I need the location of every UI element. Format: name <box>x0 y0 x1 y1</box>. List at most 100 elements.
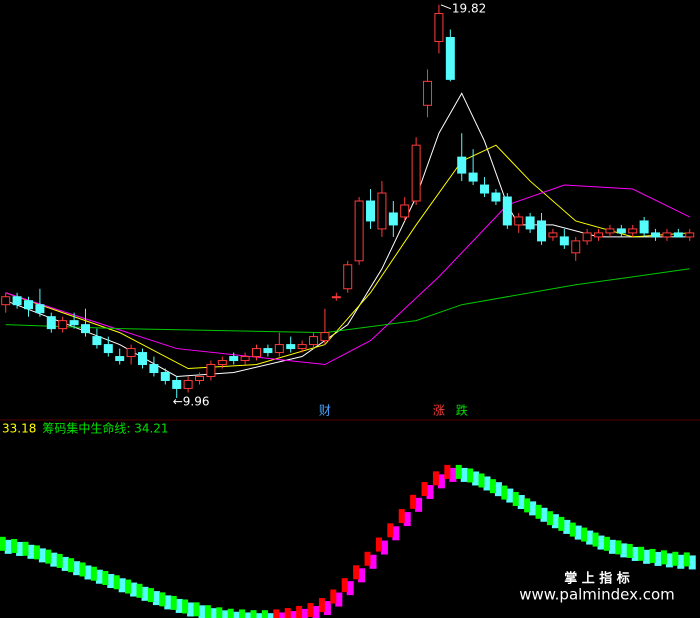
candle-body <box>149 364 159 373</box>
histogram-bar-back <box>460 467 468 482</box>
histogram-bar <box>455 464 462 479</box>
histogram-bar <box>660 550 667 565</box>
candle-body <box>457 156 467 174</box>
histogram-bar-back <box>665 553 673 568</box>
histogram-bar <box>147 588 154 603</box>
histogram-bar-back <box>73 561 81 576</box>
candle-body <box>639 220 649 234</box>
candle-body <box>434 13 444 42</box>
candle-body <box>605 228 615 234</box>
histogram-bar-back <box>221 610 229 618</box>
histogram-bar-back <box>38 548 46 563</box>
histogram-bar <box>261 610 268 618</box>
histogram-bar <box>296 605 303 618</box>
histogram-bar <box>375 537 382 552</box>
histogram-bar-back <box>392 526 400 541</box>
histogram-bar-back <box>27 544 35 559</box>
histogram-bar-back <box>141 586 149 601</box>
histogram-bar <box>318 598 325 613</box>
histogram-bar-back <box>529 501 537 516</box>
histogram-bar-back <box>255 613 263 618</box>
candle-body <box>388 212 398 226</box>
histogram-bar <box>273 609 280 618</box>
watermark-url: www.palmindex.com <box>519 586 675 604</box>
histogram-bar <box>159 592 166 607</box>
histogram-bar-back <box>643 549 651 564</box>
event-marker: 财 <box>319 404 331 418</box>
histogram-bar <box>387 523 394 538</box>
histogram-bar-back <box>437 474 445 489</box>
candle-body <box>126 348 136 358</box>
histogram-bar-back <box>506 488 514 503</box>
candle-body <box>12 296 22 306</box>
histogram-bar <box>615 540 622 555</box>
histogram-bar <box>501 485 508 500</box>
ma-line <box>5 144 690 370</box>
histogram-bar <box>683 552 690 567</box>
candle-body <box>274 344 284 354</box>
histogram-bar <box>170 595 177 610</box>
histogram-bar-back <box>198 605 206 618</box>
histogram-bar <box>444 464 451 479</box>
histogram-bar-back <box>266 613 274 618</box>
histogram-bar-back <box>608 539 616 554</box>
candle-body <box>81 324 91 334</box>
histogram-bar <box>11 538 18 553</box>
histogram-bar-back <box>574 525 582 540</box>
candle-body <box>35 304 45 314</box>
histogram-bar-back <box>118 578 126 593</box>
histogram-bar <box>649 548 656 563</box>
candle-body <box>343 264 353 290</box>
histogram-bar <box>432 471 439 486</box>
candle-body <box>1 296 11 306</box>
candle-body <box>217 360 227 366</box>
histogram-bar-back <box>620 543 628 558</box>
candle-body <box>559 236 569 246</box>
candle-body <box>423 80 433 106</box>
candle-body <box>651 232 661 238</box>
histogram-bar-back <box>403 512 411 527</box>
histogram-bar <box>113 575 120 590</box>
candle-body <box>252 348 262 358</box>
histogram-bar-back <box>358 568 366 583</box>
histogram-bar-back <box>107 574 115 589</box>
histogram-bar <box>330 589 337 604</box>
candle-body <box>138 352 148 366</box>
candle-body <box>115 356 125 362</box>
histogram-bar-back <box>415 497 423 512</box>
annotation-label: 19.82 <box>452 1 486 15</box>
histogram-bar-back <box>494 482 502 497</box>
histogram-bar-back <box>449 467 457 482</box>
histogram-bar <box>239 609 246 618</box>
histogram-bar <box>68 558 75 573</box>
histogram-bar-back <box>152 591 160 606</box>
histogram-bar <box>90 566 97 581</box>
watermark-title: 掌 上 指 标 <box>564 571 630 587</box>
histogram-bar <box>467 468 474 483</box>
candle-body <box>297 344 307 350</box>
histogram-bar-back <box>244 612 252 618</box>
histogram-bar-back <box>563 519 571 534</box>
histogram-bar-back <box>426 485 434 500</box>
candle-body <box>480 184 490 194</box>
candle-body <box>240 356 250 362</box>
histogram-bar-back <box>517 494 525 509</box>
candle-body <box>229 356 239 362</box>
histogram-bar-back <box>84 565 92 580</box>
histogram-bar <box>489 479 496 494</box>
candle-body <box>491 192 501 202</box>
candle-body <box>331 296 341 299</box>
histogram-bar-back <box>631 546 639 561</box>
histogram-bar-back <box>301 608 309 618</box>
histogram-bar <box>626 543 633 558</box>
histogram-bar-back <box>209 608 217 618</box>
candle-body <box>537 220 547 242</box>
histogram-bar <box>569 522 576 537</box>
histogram-bar <box>250 610 257 618</box>
candle-body <box>400 204 410 218</box>
candle-body <box>46 316 56 330</box>
candle-body <box>582 232 592 242</box>
histogram-bar <box>284 608 291 618</box>
candle-body <box>525 216 535 230</box>
